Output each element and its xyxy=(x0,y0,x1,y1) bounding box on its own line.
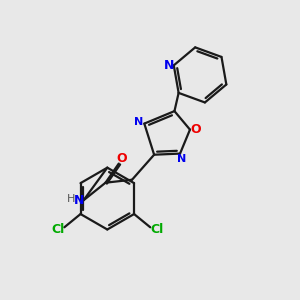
Text: O: O xyxy=(116,152,127,165)
Text: Cl: Cl xyxy=(51,223,64,236)
Text: N: N xyxy=(74,194,84,207)
Text: N: N xyxy=(164,59,175,72)
Text: O: O xyxy=(190,123,201,136)
Text: N: N xyxy=(134,117,144,127)
Text: N: N xyxy=(177,154,186,164)
Text: H: H xyxy=(67,194,75,204)
Text: Cl: Cl xyxy=(150,223,164,236)
